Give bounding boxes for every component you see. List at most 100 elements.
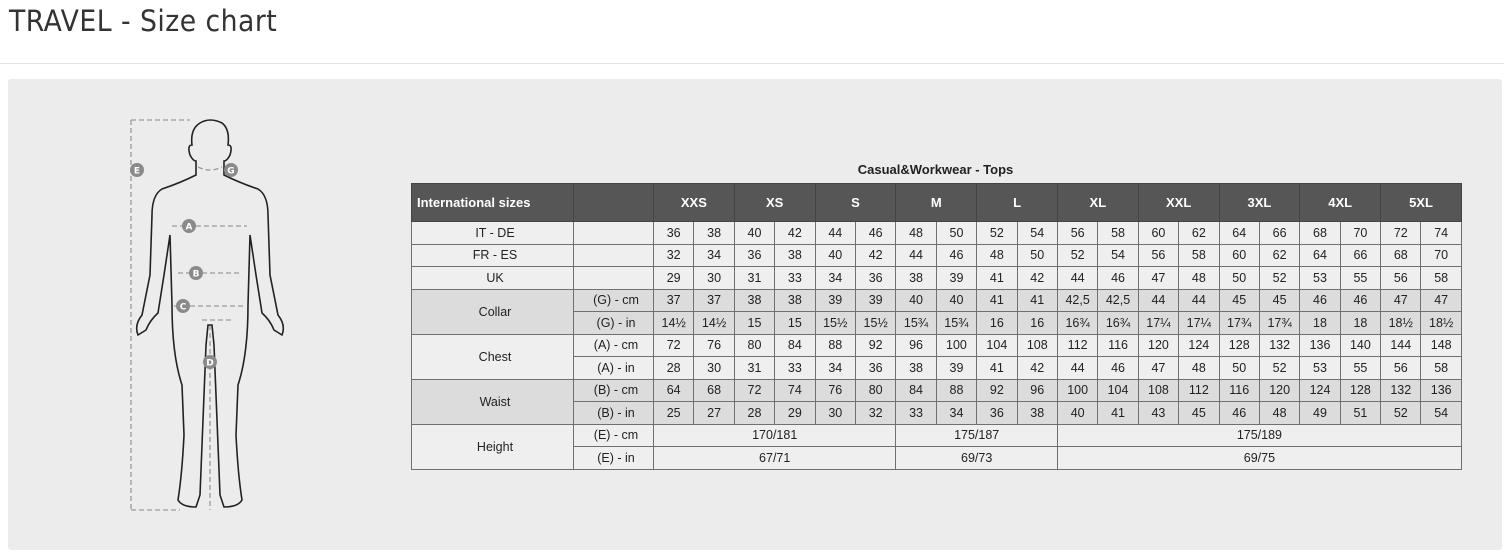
page-title: TRAVEL - Size chart [9, 4, 278, 38]
svg-text:D: D [206, 359, 213, 369]
table-cell: 46 [1299, 288, 1341, 312]
table-cell: 148 [1420, 333, 1462, 357]
table-cell: 39 [935, 356, 978, 380]
table-row: IT - DE 36 38 40 42 44 46 48 50 52 54 56 58 60 62 64 66 6… [411, 221, 1462, 245]
row-unit: (G) - cm [573, 288, 654, 312]
table-cell: 66 [1258, 221, 1301, 245]
header-size-xs: XS [733, 183, 816, 222]
row-unit: (B) - cm [573, 378, 654, 402]
row-unit [573, 243, 654, 267]
svg-text:E: E [134, 167, 140, 177]
header-size-3xl: 3XL [1218, 183, 1301, 222]
body-measurement-figure: E G A B C D [130, 119, 285, 511]
table-cell: 46 [1218, 401, 1260, 425]
header-size-m: M [895, 183, 978, 222]
table-cell: 15 [733, 311, 776, 335]
table-cell: 53 [1299, 266, 1341, 290]
table-cell: 48 [895, 221, 937, 245]
table-cell: 16¾ [1056, 311, 1099, 335]
body-outline [135, 119, 285, 508]
table-caption: Casual&Workwear - Tops [857, 162, 1014, 177]
header-size-xxs: XXS [653, 183, 735, 222]
table-cell: 53 [1299, 356, 1341, 380]
table-cell: 52 [1258, 266, 1301, 290]
table-cell: 52 [1258, 356, 1301, 380]
table-cell: 34 [814, 356, 856, 380]
table-row: (E) - in 67/71 69/73 69/75 [412, 446, 1462, 470]
table-cell: 64 [1218, 221, 1260, 245]
table-cell: 66 [1339, 243, 1382, 267]
marker-c: C [176, 299, 190, 313]
table-cell: 116 [1218, 378, 1260, 402]
table-cell: 31 [733, 266, 776, 290]
table-cell: 88 [814, 333, 856, 357]
table-cell: 112 [1056, 333, 1099, 357]
table-cell: 16¾ [1097, 311, 1139, 335]
table-cell: 124 [1299, 378, 1341, 402]
table-cell: 62 [1258, 243, 1301, 267]
row-unit [573, 266, 654, 290]
table-cell: 136 [1299, 333, 1341, 357]
table-cell: 60 [1137, 221, 1180, 245]
table-cell: 68 [1299, 221, 1341, 245]
table-cell: 54 [1420, 401, 1462, 425]
table-cell: 55 [1339, 266, 1382, 290]
table-cell: 41 [976, 288, 1018, 312]
table-cell: 47 [1380, 288, 1422, 312]
table-cell: 15½ [854, 311, 897, 335]
header-size-s: S [814, 183, 897, 222]
header-blank [573, 183, 654, 222]
table-cell: 15¾ [935, 311, 978, 335]
table-cell: 46 [935, 243, 978, 267]
table-cell: 28 [652, 356, 695, 380]
table-cell: 88 [935, 378, 978, 402]
table-cell: 124 [1178, 333, 1220, 357]
table-row: Collar (G) - cm 37 37 38 38 39 39 40 40 41 41 42,5 42… [411, 288, 1462, 335]
table-cell: 44 [1056, 356, 1099, 380]
row-label: UK [411, 266, 574, 290]
table-cell: 100 [1056, 378, 1099, 402]
table-cell: 36 [854, 266, 897, 290]
table-cell: 32 [854, 401, 897, 425]
table-cell: 14½ [693, 311, 735, 335]
table-cell: 50 [1218, 356, 1260, 380]
table-cell: 44 [895, 243, 937, 267]
table-cell: 36 [652, 221, 695, 245]
table-cell: 58 [1420, 356, 1462, 380]
table-cell: 68 [1380, 243, 1422, 267]
table-cell: 31 [733, 356, 776, 380]
table-cell: 36 [854, 356, 897, 380]
table-cell: 46 [1097, 266, 1139, 290]
table-cell: 49 [1299, 401, 1341, 425]
table-cell: 70 [1420, 243, 1462, 267]
table-cell: 51 [1339, 401, 1382, 425]
marker-b: B [189, 266, 203, 280]
table-row: FR - ES 32 34 36 38 40 42 44 46 48 50 52 54 56 58 60 62 6… [411, 243, 1462, 267]
table-cell: 34 [693, 243, 735, 267]
table-cell: 120 [1137, 333, 1180, 357]
table-cell: 30 [814, 401, 856, 425]
table-cell: 47 [1137, 266, 1180, 290]
table-cell: 17¼ [1137, 311, 1180, 335]
table-cell: 58 [1097, 221, 1139, 245]
table-cell: 17¾ [1258, 311, 1301, 335]
table-row: Waist (B) - cm 64 68 72 74 76 80 84 88 92 96 100 104 1… [411, 378, 1462, 425]
svg-text:B: B [193, 270, 200, 280]
table-cell-span: 170/181 [652, 423, 897, 447]
header-size-5xl: 5XL [1380, 183, 1462, 222]
table-cell: 80 [733, 333, 776, 357]
header-size-4xl: 4XL [1299, 183, 1382, 222]
row-unit: (E) - cm [573, 423, 654, 447]
table-cell: 96 [895, 333, 937, 357]
table-cell: 72 [652, 333, 695, 357]
table-cell: 64 [1299, 243, 1341, 267]
table-cell: 44 [1178, 288, 1220, 312]
marker-a: A [182, 219, 196, 233]
table-cell: 42,5 [1056, 288, 1099, 312]
table-cell: 42 [854, 243, 897, 267]
table-cell: 33 [895, 401, 937, 425]
table-cell: 39 [814, 288, 856, 312]
table-cell: 56 [1137, 243, 1180, 267]
table-cell: 76 [693, 333, 735, 357]
table-cell: 50 [1016, 243, 1058, 267]
